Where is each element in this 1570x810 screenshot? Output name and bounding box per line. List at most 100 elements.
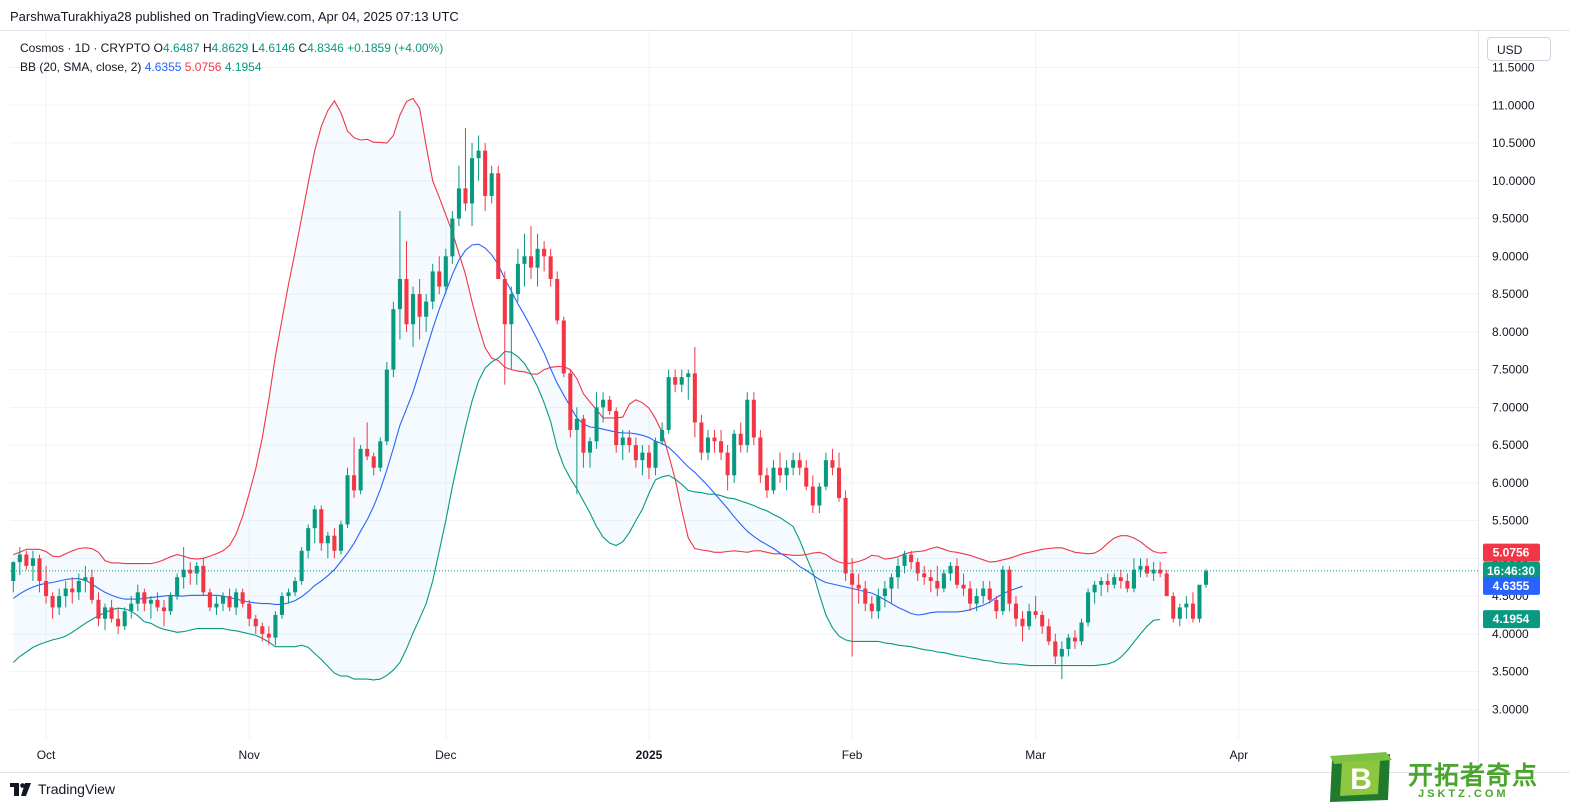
candle-body	[692, 373, 697, 423]
candle-body	[548, 256, 553, 279]
y-tick-label: 3.5000	[1492, 665, 1529, 679]
candle-body	[207, 592, 212, 608]
candle-body	[319, 509, 324, 544]
x-tick-label: Oct	[37, 748, 56, 762]
candle-body	[332, 535, 337, 551]
candle-body	[345, 475, 350, 525]
candle-body	[660, 429, 665, 442]
y-tick-label: 9.5000	[1492, 212, 1529, 226]
candle-body	[902, 554, 907, 566]
candle-body	[909, 554, 914, 563]
candle-body	[1184, 603, 1189, 608]
close-label: C	[298, 41, 308, 55]
candle-body	[1079, 622, 1084, 642]
candle-body	[948, 565, 953, 574]
candle-body	[220, 596, 226, 604]
candle-body	[1197, 584, 1202, 619]
candle-body	[483, 150, 488, 196]
candle-body	[253, 618, 258, 627]
countdown-badge: 16:46:30	[1487, 564, 1535, 578]
candle-body	[915, 562, 920, 574]
tradingview-branding[interactable]: TradingView	[10, 781, 115, 797]
publish-attribution: ParshwaTurakhiya28 published on TradingV…	[10, 9, 459, 24]
candle-body	[116, 618, 121, 627]
candle-body	[234, 592, 239, 608]
y-tick-label: 11.0000	[1492, 98, 1535, 112]
candle-body	[397, 278, 402, 310]
candle-body	[1040, 614, 1045, 627]
candle-body	[850, 573, 855, 585]
candle-body	[1072, 637, 1077, 642]
low-value: 4.6146	[258, 41, 296, 55]
symbol-label[interactable]: Cosmos · 1D · CRYPTO	[20, 41, 151, 55]
candle-body	[76, 580, 81, 593]
candle-body	[109, 607, 114, 619]
bb-lower-price-badge-bg	[1483, 610, 1540, 629]
currency-button[interactable]: USD	[1487, 37, 1551, 61]
bb-basis-value: 4.6355	[144, 60, 182, 74]
candle-body	[181, 569, 186, 578]
candle-body	[299, 550, 304, 581]
bb-lower-price-badge: 4.1954	[1493, 612, 1530, 626]
y-tick-label: 7.5000	[1492, 363, 1529, 377]
candle-body	[1013, 603, 1019, 619]
bb-upper-price-badge: 5.0756	[1493, 546, 1530, 560]
candle-body	[797, 460, 802, 468]
y-tick-label: 6.0000	[1492, 476, 1529, 490]
candle-body	[751, 399, 756, 438]
candle-body	[1118, 577, 1123, 581]
bb-legend-row: BB (20, SMA, close, 2) 4.6355 5.0756 4.1…	[20, 58, 443, 77]
candle-body	[1138, 565, 1143, 570]
candle-body	[325, 535, 330, 544]
candle-body	[371, 456, 376, 468]
candle-body	[535, 248, 540, 268]
candle-body	[1158, 569, 1163, 574]
candle-body	[679, 377, 684, 385]
candle-body	[417, 294, 422, 317]
x-tick-label: 2025	[636, 748, 663, 762]
candle-body	[791, 460, 796, 468]
candle-body	[161, 607, 167, 612]
candle-body	[574, 418, 579, 430]
candle-body	[1125, 580, 1130, 589]
candle-body	[102, 607, 108, 619]
high-label: H	[202, 41, 212, 55]
candle-body	[1007, 569, 1012, 604]
candle-body	[1145, 565, 1150, 574]
candle-body	[489, 173, 494, 196]
candle-body	[129, 603, 134, 612]
candle-body	[312, 509, 317, 529]
candle-body	[555, 278, 560, 321]
candle-body	[30, 558, 35, 566]
candle-body	[378, 441, 383, 468]
bb-upper-line	[13, 97, 1167, 565]
candle-body	[895, 565, 901, 578]
candle-body	[823, 460, 828, 487]
candle-body	[293, 580, 298, 593]
candle-body	[142, 592, 147, 604]
candle-body	[876, 596, 881, 612]
x-tick-label: Feb	[842, 748, 863, 762]
candle-body	[352, 475, 357, 491]
candle-body	[542, 248, 547, 257]
candle-body	[528, 256, 534, 268]
candle-body	[240, 592, 245, 604]
candle-body	[306, 528, 311, 551]
candle-body	[836, 467, 842, 498]
tradingview-logo-icon	[10, 782, 31, 796]
candle-body	[456, 188, 461, 219]
candle-body	[1000, 569, 1005, 612]
candle-body	[830, 460, 835, 468]
candle-body	[509, 294, 514, 325]
candle-body	[247, 603, 252, 619]
y-tick-label: 8.5000	[1492, 287, 1529, 301]
site-watermark: B 开拓者奇点 JSKTZ.COM	[1328, 752, 1564, 806]
candle-body	[476, 150, 481, 159]
candle-body	[1046, 626, 1051, 642]
candle-body	[469, 158, 475, 204]
candle-body	[581, 418, 586, 453]
bb-indicator-label[interactable]: BB (20, SMA, close, 2)	[20, 60, 142, 74]
x-tick-label: Apr	[1229, 748, 1248, 762]
candle-body	[627, 437, 632, 446]
